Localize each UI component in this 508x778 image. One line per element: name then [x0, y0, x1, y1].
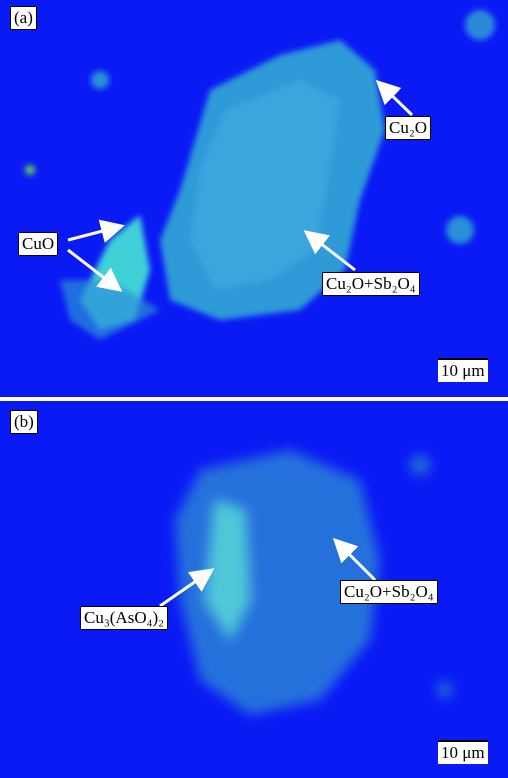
- scale-bar: 10 μm: [438, 740, 488, 764]
- annotation: Cu₂O: [385, 116, 431, 140]
- annotation: CuO: [18, 232, 58, 256]
- panel-label: (a): [10, 6, 37, 30]
- scale-bar: 10 μm: [438, 358, 488, 382]
- micrographs: [0, 0, 508, 778]
- figure: (a) Cu₂O CuO Cu₂O+Sb₂O₄ 10 μm (b) Cu₂O+S…: [0, 0, 508, 778]
- annotation: Cu₂O+Sb₂O₄: [322, 272, 420, 296]
- panel-label: (b): [10, 410, 38, 434]
- annotation: Cu₃(AsO₄)₂: [80, 606, 168, 630]
- annotation: Cu₂O+Sb₂O₄: [340, 580, 438, 604]
